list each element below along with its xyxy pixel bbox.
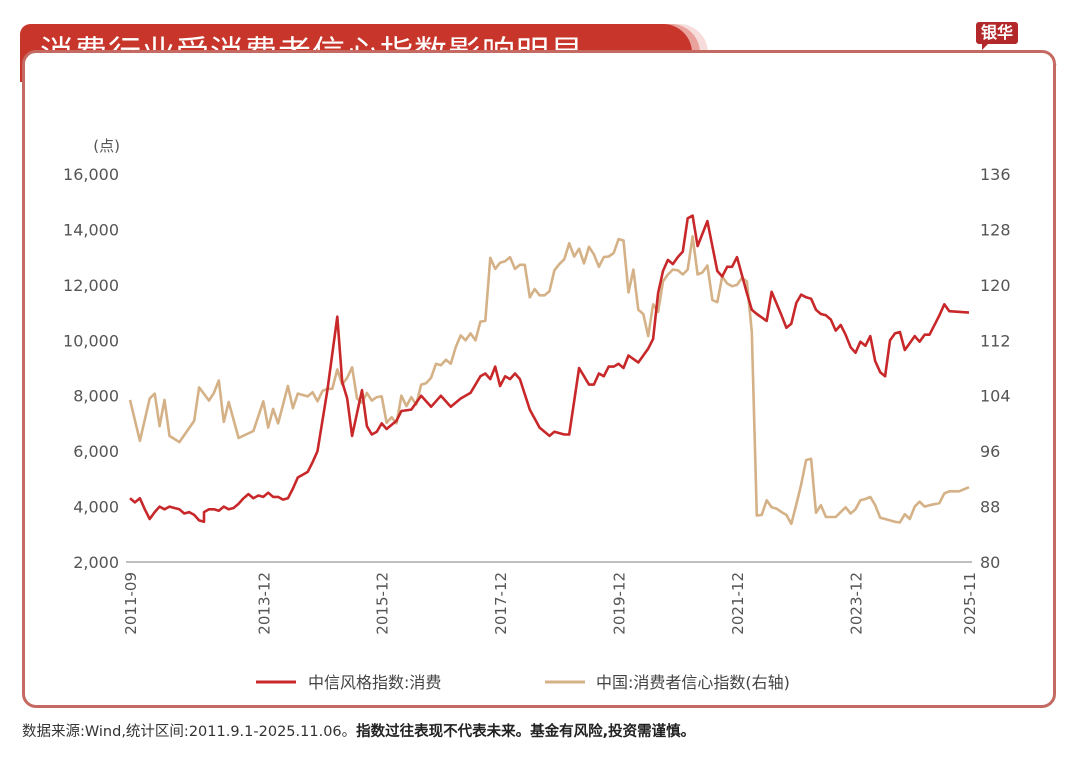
right-axis-tick-label: 112 bbox=[980, 331, 1011, 350]
legend-label-confidence: 中国:消费者信心指数(右轴) bbox=[596, 673, 790, 692]
left-axis-tick-label: 6,000 bbox=[73, 442, 119, 461]
right-axis-tick-label: 80 bbox=[980, 553, 1000, 572]
right-axis-tick-label: 120 bbox=[980, 276, 1011, 295]
left-axis-tick-label: 4,000 bbox=[73, 498, 119, 517]
left-axis-unit-label: (点) bbox=[93, 137, 120, 155]
left-axis-tick-label: 14,000 bbox=[63, 220, 119, 239]
right-axis-tick-label: 88 bbox=[980, 498, 1000, 517]
x-axis-tick-label: 2011-09 bbox=[122, 572, 140, 635]
series-line-consumption-index bbox=[129, 214, 970, 524]
x-axis-tick-label: 2021-12 bbox=[729, 572, 747, 635]
left-axis-tick-label: 8,000 bbox=[73, 387, 119, 406]
x-axis-tick-label: 2023-12 bbox=[847, 572, 865, 635]
left-axis-tick-label: 16,000 bbox=[63, 165, 119, 184]
logo-badge: 银华 bbox=[976, 22, 1019, 50]
left-axis-tick-label: 2,000 bbox=[73, 553, 119, 572]
left-axis-ticks: 16,000 14,000 12,000 10,000 8,000 6,000 4,000 2… bbox=[63, 165, 119, 572]
chart-frame bbox=[22, 50, 1056, 708]
legend-label-consumption: 中信风格指数:消费 bbox=[308, 673, 441, 692]
legend: 中信风格指数:消费 中国:消费者信心指数(右轴) bbox=[256, 673, 790, 692]
right-axis-tick-label: 136 bbox=[980, 165, 1011, 184]
x-axis-tick-label: 2015-12 bbox=[374, 572, 392, 635]
left-axis-tick-label: 10,000 bbox=[63, 331, 119, 350]
series-line-consumer-confidence bbox=[128, 235, 970, 526]
right-axis-tick-label: 96 bbox=[980, 442, 1000, 461]
x-axis-tick-label: 2013-12 bbox=[255, 572, 273, 635]
right-axis-tick-label: 104 bbox=[980, 387, 1011, 406]
x-axis-ticks: 2011-09 2013-12 2015-12 2017-12 2019-12 2021-… bbox=[122, 572, 979, 635]
right-axis-ticks: 136 128 120 112 104 96 88 80 bbox=[980, 165, 1011, 572]
footnote-disclaimer: 指数过往表现不代表未来。基金有风险,投资需谨慎。 bbox=[356, 724, 696, 740]
left-axis-tick-label: 12,000 bbox=[63, 276, 119, 295]
footnote-source: 数据来源:Wind,统计区间:2011.9.1-2025.11.06。 bbox=[22, 724, 357, 740]
x-axis-tick-label: 2019-12 bbox=[611, 572, 629, 635]
right-axis-tick-label: 128 bbox=[980, 220, 1011, 239]
footnote: 数据来源:Wind,统计区间:2011.9.1-2025.11.06。指数过往表… bbox=[22, 720, 695, 741]
x-axis-tick-label: 2025-11 bbox=[961, 572, 979, 635]
x-axis-tick-label: 2017-12 bbox=[492, 572, 510, 635]
